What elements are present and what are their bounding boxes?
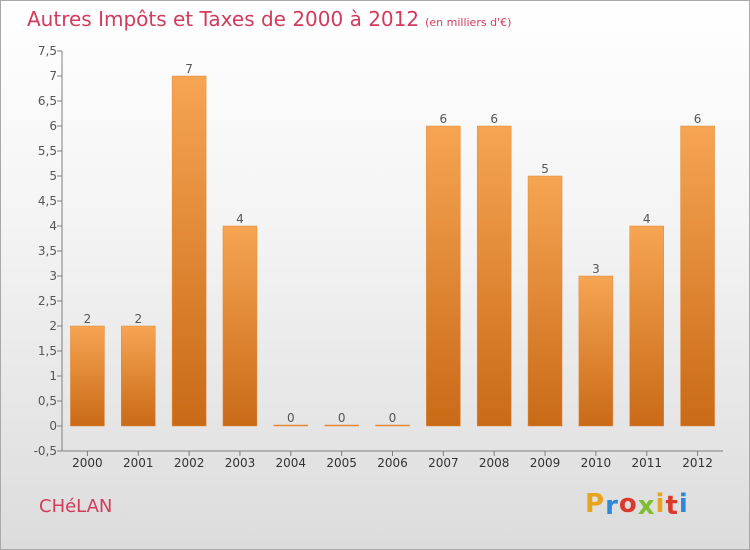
bar-value-label: 4	[643, 212, 651, 226]
x-tick-label: 2002	[174, 456, 205, 470]
proxiti-logo: Proxiti	[585, 489, 689, 521]
x-tick-label: 2006	[377, 456, 408, 470]
x-tick-label: 2005	[326, 456, 357, 470]
logo-letter: P	[585, 489, 606, 519]
logo-letter: i	[678, 489, 689, 519]
logo-letter: x	[637, 491, 656, 521]
bar-value-label: 0	[338, 411, 346, 425]
y-axis-ticks: -0,5 0 0,5 1 1,5 2 2,5 3 3,5 4 4,5 5 5,5 6 6,5 7 7,5	[34, 44, 62, 458]
bar-value-label: 3	[592, 262, 600, 276]
x-tick-label: 2007	[428, 456, 459, 470]
x-tick-label: 2008	[479, 456, 510, 470]
bar-2003	[222, 225, 258, 427]
y-tick-label: 1	[49, 369, 57, 383]
bar-2007	[426, 125, 461, 427]
y-tick-label: 6	[49, 119, 57, 133]
bar-value-label: 0	[287, 411, 295, 425]
logo-letter: t	[665, 491, 679, 521]
bar-2012	[680, 125, 715, 427]
logo-letter: o	[618, 489, 638, 519]
x-tick-label: 2001	[123, 456, 154, 470]
bar-value-label: 2	[134, 312, 142, 326]
chart-title-text: Autres Impôts et Taxes de 2000 à 2012	[27, 7, 420, 31]
y-tick-label: 5,5	[38, 144, 57, 158]
x-axis-ticks: 2000 2001 2002 2003 2004 2005 2006 2007 2008 2009…	[72, 451, 713, 470]
logo-letter: i	[655, 489, 666, 519]
bar-2011	[629, 225, 664, 427]
bar-value-label: 4	[236, 212, 244, 226]
bar-value-label: 7	[185, 62, 193, 76]
chart-title: Autres Impôts et Taxes de 2000 à 2012 (en…	[27, 7, 511, 31]
y-tick-label: 0,5	[38, 394, 57, 408]
commune-name: CHéLAN	[39, 496, 113, 517]
bar-value-label: 6	[490, 112, 498, 126]
y-tick-label: 7,5	[38, 44, 57, 58]
y-tick-label: 4,5	[38, 194, 57, 208]
x-tick-label: 2009	[530, 456, 561, 470]
bar-2005	[324, 424, 359, 427]
bar-value-label: 6	[440, 112, 448, 126]
y-tick-label: 1,5	[38, 344, 57, 358]
x-tick-label: 2012	[682, 456, 713, 470]
bar-value-label: 2	[84, 312, 92, 326]
x-tick-label: 2010	[581, 456, 612, 470]
bar-2002	[171, 75, 207, 427]
bar-value-label: 6	[694, 112, 702, 126]
bar-2008	[476, 125, 512, 427]
bar-2009	[527, 175, 563, 427]
x-tick-label: 2011	[631, 456, 662, 470]
logo-letter: r	[605, 491, 619, 521]
y-tick-label: 3	[49, 269, 57, 283]
bar-2000	[70, 325, 105, 427]
y-tick-label: 7	[49, 69, 57, 83]
y-tick-label: 5	[49, 169, 57, 183]
x-tick-label: 2000	[72, 456, 103, 470]
bars-group: 2 2 7 4 0 0 0 6 6 5 3 4 6	[70, 62, 715, 427]
y-tick-label: -0,5	[34, 444, 57, 458]
y-tick-label: 6,5	[38, 94, 57, 108]
y-tick-label: 0	[49, 419, 57, 433]
y-tick-label: 4	[49, 219, 57, 233]
y-tick-label: 2	[49, 319, 57, 333]
chart-unit-label: (en milliers d'€)	[425, 16, 512, 29]
bar-2006	[375, 424, 410, 427]
x-tick-label: 2004	[276, 456, 307, 470]
bar-2004	[273, 424, 309, 427]
bar-value-label: 0	[389, 411, 397, 425]
bar-2001	[121, 325, 156, 427]
y-tick-label: 2,5	[38, 294, 57, 308]
bar-2010	[578, 275, 614, 427]
x-tick-label: 2003	[225, 456, 256, 470]
y-tick-label: 3,5	[38, 244, 57, 258]
bar-value-label: 5	[541, 162, 549, 176]
